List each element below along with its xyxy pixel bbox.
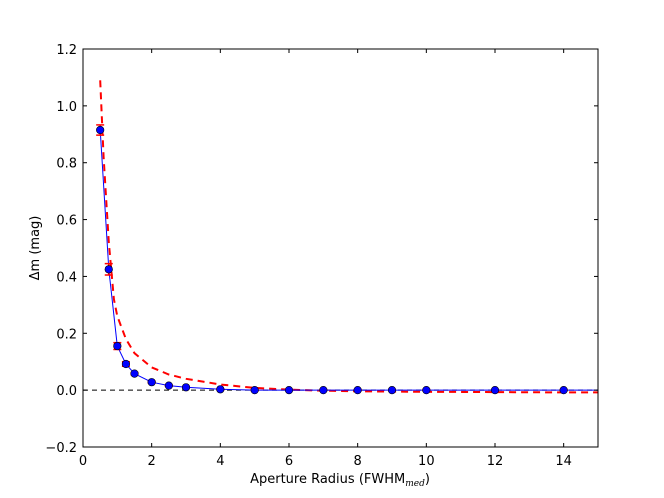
x-tick-label: 6 bbox=[285, 454, 293, 469]
x-axis-label-main: Aperture Radius (FWHM bbox=[250, 472, 405, 487]
data-point bbox=[284, 386, 294, 395]
data-point bbox=[387, 386, 397, 395]
model-dashed-curve bbox=[99, 80, 598, 394]
y-axis-label: Δm (mag) bbox=[28, 216, 43, 281]
y-tick-label: 0.8 bbox=[56, 157, 77, 172]
data-point bbox=[422, 386, 431, 395]
data-point bbox=[96, 125, 105, 135]
y-tick-label: 1.0 bbox=[56, 100, 77, 115]
y-tick-label: 0.2 bbox=[56, 327, 77, 342]
x-tick-label: 14 bbox=[555, 454, 572, 469]
data-point bbox=[164, 381, 173, 390]
x-tick-label: 12 bbox=[487, 454, 504, 469]
x-tick-label: 10 bbox=[418, 454, 435, 469]
series-layer bbox=[83, 80, 598, 395]
x-axis-label-close: ) bbox=[425, 472, 430, 487]
y-tick-label: 1.2 bbox=[56, 43, 77, 58]
data-point bbox=[147, 378, 156, 387]
x-tick-label: 8 bbox=[354, 454, 362, 469]
x-tick-label: 4 bbox=[216, 454, 224, 469]
y-tick-label: 0.4 bbox=[56, 270, 77, 285]
data-point bbox=[130, 369, 139, 378]
data-point bbox=[104, 265, 113, 274]
y-tick-label: 0.6 bbox=[56, 214, 77, 229]
data-point bbox=[113, 341, 122, 351]
data-point bbox=[121, 359, 131, 369]
data-point bbox=[490, 386, 500, 395]
data-point bbox=[181, 383, 191, 392]
plot-frame bbox=[82, 48, 599, 448]
ticks-layer: 0 2 4 6 8 10 12 14 −0.2 0.0 0.2 0.4 0.6 0.8 1.0 1.2 bbox=[45, 43, 598, 469]
x-tick-label: 0 bbox=[79, 454, 87, 469]
y-tick-label: −0.2 bbox=[45, 441, 77, 456]
data-point bbox=[216, 385, 225, 394]
data-point bbox=[353, 386, 362, 395]
data-point bbox=[559, 386, 568, 395]
y-tick-label: 0.0 bbox=[56, 384, 77, 399]
data-point bbox=[250, 386, 259, 395]
x-axis-label: Aperture Radius (FWHMmed) bbox=[250, 472, 430, 489]
x-tick-label: 2 bbox=[148, 454, 156, 469]
x-axis-label-subscript: med bbox=[405, 479, 425, 489]
data-point bbox=[319, 386, 328, 395]
